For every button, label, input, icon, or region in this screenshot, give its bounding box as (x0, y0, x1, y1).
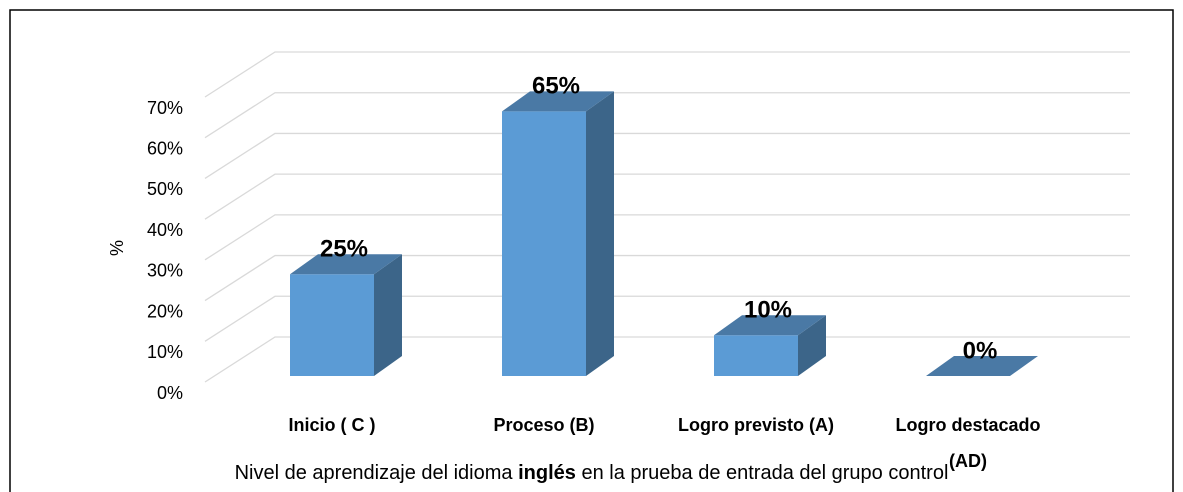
bar-front (714, 335, 798, 376)
x-tick-label: Proceso (B) (493, 415, 595, 435)
grid-line (204, 51, 1130, 98)
bar-front (290, 274, 374, 376)
bar-top (926, 356, 1038, 376)
y-tick-label: 60% (147, 138, 183, 158)
bar-front (502, 111, 586, 376)
bar (502, 91, 614, 376)
y-tick-label: 20% (147, 301, 183, 321)
x-tick-label: Inicio ( C ) (288, 415, 376, 435)
x-tick-label: Logro previsto (A) (678, 415, 834, 435)
x-title-part: en la prueba de entrada del grupo contro… (575, 462, 949, 484)
x-tick-label: Logro destacado (AD) (895, 415, 1041, 471)
bar-side (374, 254, 402, 376)
bar-top (714, 315, 826, 336)
y-axis-label: % (107, 240, 127, 256)
bar-side (798, 315, 826, 376)
data-label: 65% (532, 73, 580, 100)
bar-side (586, 91, 614, 376)
chart-frame (9, 9, 1174, 492)
data-label: 10% (744, 297, 792, 324)
data-label: 0% (963, 337, 998, 364)
grid-line (204, 295, 1130, 342)
bar-top (290, 254, 402, 275)
grid-line (204, 336, 1130, 383)
y-tick-label: 10% (147, 342, 183, 362)
grid-line (204, 92, 1130, 139)
bar (714, 315, 826, 376)
y-tick-label: 40% (147, 220, 183, 240)
bar (926, 356, 1038, 376)
y-tick-label: 30% (147, 261, 183, 281)
bar-top (502, 91, 614, 112)
y-tick-label: 70% (147, 98, 183, 118)
grid-line (204, 254, 1130, 302)
y-tick-label: 0% (157, 383, 183, 403)
grid-line (204, 214, 1130, 261)
data-label: 25% (320, 236, 368, 263)
bar (290, 254, 402, 376)
x-title-bold: inglés (518, 462, 576, 484)
grid-line (204, 173, 1130, 220)
x-title-part: Nivel de aprendizaje del idioma (234, 462, 519, 484)
y-tick-label: 50% (147, 179, 183, 199)
grid-line (204, 132, 1130, 179)
x-axis-title: Nivel de aprendizaje del idioma inglés e… (10, 462, 1173, 485)
